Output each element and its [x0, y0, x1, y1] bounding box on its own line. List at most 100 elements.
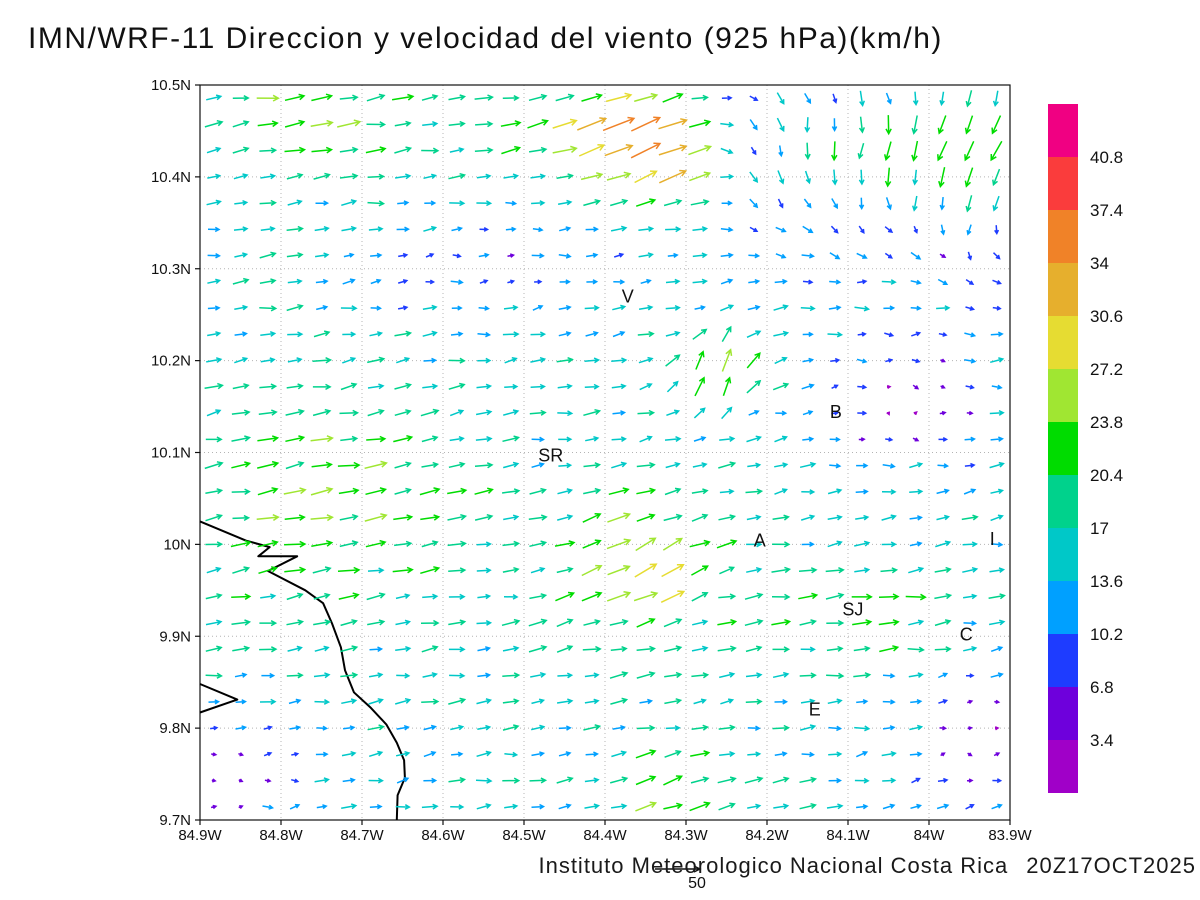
wind-arrow	[369, 646, 384, 653]
colorbar-label: 13.6	[1090, 572, 1123, 591]
wind-arrow	[507, 279, 516, 285]
wind-arrow	[966, 224, 972, 236]
wind-arrow	[257, 435, 280, 442]
wind-arrow	[720, 698, 735, 705]
wind-arrow	[530, 566, 546, 574]
wind-arrow	[232, 566, 251, 574]
wind-arrow	[858, 116, 865, 134]
wind-arrow	[391, 93, 415, 101]
wind-arrow	[939, 253, 947, 259]
wind-arrow	[884, 226, 894, 233]
wind-arrow	[448, 461, 466, 469]
wind-arrow	[339, 409, 360, 417]
wind-arrow	[395, 804, 411, 810]
wind-arrow	[745, 488, 764, 495]
wind-arrow	[422, 383, 439, 390]
wind-arrow	[749, 95, 759, 101]
wind-arrow	[665, 278, 681, 285]
wind-arrow	[747, 803, 762, 810]
wind-arrow	[990, 331, 1004, 337]
wind-arrow	[207, 226, 221, 233]
wind-arrow	[531, 724, 546, 731]
wind-arrow	[746, 514, 762, 521]
wind-arrow	[605, 92, 633, 103]
wind-arrow	[939, 410, 947, 416]
wind-arrow	[583, 408, 602, 417]
wind-arrow	[395, 593, 411, 600]
wind-arrow	[476, 698, 493, 705]
wind-arrow	[501, 488, 521, 495]
wind-arrow	[966, 778, 974, 783]
wind-arrow	[638, 356, 654, 364]
wind-arrow	[778, 145, 784, 158]
wind-arrow	[531, 252, 545, 259]
wind-arrow	[638, 304, 654, 311]
wind-arrow	[664, 698, 683, 705]
wind-arrow	[885, 437, 894, 442]
wind-arrow	[314, 645, 330, 652]
wind-arrow	[938, 332, 948, 337]
axis-tick-label: 10.3N	[151, 261, 191, 278]
wind-arrow	[612, 724, 626, 731]
wind-arrow	[476, 541, 492, 548]
wind-arrow	[855, 489, 869, 495]
wind-arrow	[802, 436, 815, 442]
wind-arrow	[689, 119, 712, 128]
wind-arrow	[558, 751, 572, 757]
wind-arrow	[885, 92, 892, 105]
wind-arrow	[340, 619, 358, 627]
wind-arrow	[827, 488, 843, 495]
wind-arrow	[988, 619, 1006, 626]
wind-arrow	[552, 145, 578, 154]
wind-arrow	[397, 200, 410, 206]
wind-arrow	[503, 304, 519, 311]
wind-arrow	[502, 645, 520, 652]
wind-arrow	[502, 95, 520, 102]
wind-arrow	[260, 173, 277, 180]
axis-tick-label: 84.3W	[664, 827, 708, 844]
wind-arrow	[558, 462, 573, 469]
wind-arrow	[772, 776, 790, 784]
wind-arrow	[585, 226, 599, 233]
wind-arrow	[585, 252, 599, 258]
wind-arrow	[476, 750, 492, 758]
wind-arrow	[284, 566, 307, 574]
wind-arrow	[910, 803, 922, 810]
wind-arrow	[801, 383, 815, 390]
wind-arrow	[879, 645, 900, 653]
wind-arrow	[234, 252, 249, 258]
y-axis-labels: 10.5N 10.4N 10.3N 10.2N 10.1N 10N 9.9N 9.8N 9.7N	[151, 77, 191, 829]
colorbar-segment	[1048, 687, 1078, 740]
wind-arrow	[799, 802, 817, 810]
wind-arrow	[636, 671, 656, 679]
wind-arrow	[965, 384, 975, 390]
wind-arrow	[284, 119, 306, 128]
wind-arrow	[580, 172, 604, 181]
wind-arrow	[831, 410, 840, 416]
wind-arrow	[364, 513, 388, 522]
wind-arrow	[421, 461, 440, 468]
wind-arrow	[884, 252, 894, 259]
wind-arrow	[367, 619, 386, 626]
wind-arrow	[232, 120, 250, 128]
wind-arrow	[396, 226, 410, 233]
wind-arrow	[719, 436, 736, 443]
wind-arrow	[910, 305, 922, 311]
wind-arrow	[531, 462, 545, 469]
wind-arrow	[689, 171, 712, 182]
wind-arrow	[554, 540, 576, 547]
wind-arrow	[421, 540, 439, 548]
wind-arrow	[746, 541, 763, 548]
wind-arrow	[800, 514, 816, 521]
wind-arrow	[314, 252, 330, 258]
wind-arrow	[719, 488, 735, 495]
wind-arrow	[256, 94, 280, 102]
wind-arrow	[447, 513, 468, 521]
wind-arrow	[503, 514, 520, 521]
wind-arrow	[259, 383, 278, 390]
wind-arrow	[287, 331, 304, 338]
wind-arrow	[908, 619, 925, 626]
wind-arrow	[964, 436, 976, 442]
wind-arrow	[528, 618, 548, 627]
